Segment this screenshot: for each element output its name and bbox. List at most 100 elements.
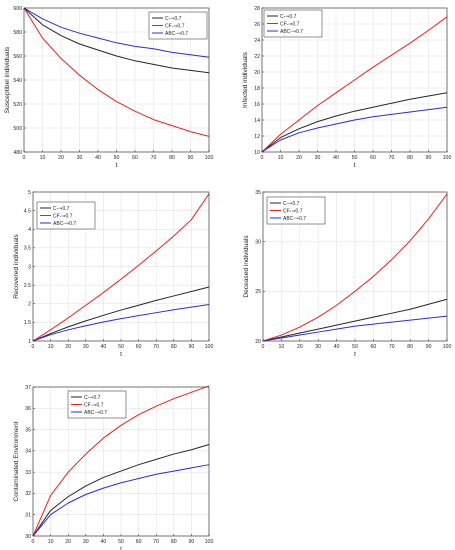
chart-1: 0 10 20 30 40 50 60 70 80 90 100 480 500 520 540 560 580…	[4, 6, 213, 169]
series-line-3	[261, 106, 448, 153]
x-tick-label: 20	[65, 344, 71, 350]
y-tick-label: 28	[254, 6, 260, 12]
series-line-1	[32, 443, 210, 537]
y-tick-label: 30	[25, 534, 31, 540]
x-tick-label: 40	[101, 539, 107, 545]
x-tick-label: 60	[370, 155, 376, 161]
x-axis-label: t	[120, 546, 122, 550]
x-tick-label: 20	[65, 539, 71, 545]
y-axis-label: Recovered individuals	[13, 234, 20, 299]
legend-entry: C-⇒0.7	[283, 201, 300, 207]
y-axis-label: Infected individuals	[242, 51, 249, 108]
x-tick-label: 100	[205, 155, 214, 161]
x-tick-label: 80	[407, 344, 413, 350]
x-tick-label: 60	[136, 344, 142, 350]
series-line-1	[261, 92, 448, 153]
x-tick-label: 70	[153, 344, 159, 350]
x-tick-label: 10	[278, 155, 284, 161]
legend-entry: ABC-⇒0.7	[53, 221, 76, 227]
series-line-2	[32, 193, 210, 342]
x-tick-label: 10	[48, 539, 54, 545]
x-tick-label: 70	[389, 344, 395, 350]
x-tick-label: 40	[333, 155, 339, 161]
x-tick-label: 0	[32, 539, 35, 545]
legend: C-⇒0.7CF-⇒0.7 ABC-⇒0.7	[263, 9, 323, 38]
x-tick-label: 90	[189, 539, 195, 545]
chart-5: 0 10 20 30 40 50 60 70 80 90 100 30 31 32 33 34 35 36 37 t C…	[13, 385, 213, 550]
y-tick-label: 24	[254, 38, 260, 44]
x-tick-label: 70	[389, 155, 395, 161]
x-tick-label: 50	[352, 344, 358, 350]
y-tick-label: 16	[254, 102, 260, 108]
x-tick-label: 60	[132, 155, 138, 161]
x-tick-label: 70	[151, 155, 157, 161]
legend: C-⇒0.7CF-⇒0.7 ABC-⇒0.7	[67, 390, 127, 419]
y-tick-label: 3	[28, 264, 31, 270]
x-tick-label: 80	[171, 539, 177, 545]
y-tick-label: 20	[254, 70, 260, 76]
x-tick-label: 20	[58, 155, 64, 161]
legend-entry: ABC-⇒0.7	[283, 216, 306, 222]
legend-entry: C-⇒0.7	[53, 206, 70, 212]
y-tick-label: 35	[255, 190, 261, 196]
x-tick-label: 20	[296, 155, 302, 161]
y-tick-label: 25	[255, 289, 261, 295]
y-tick-label: 33	[25, 470, 31, 476]
legend-entry: ABC-⇒0.7	[280, 29, 303, 35]
y-tick-label: 31	[25, 513, 31, 519]
y-tick-label: 36	[25, 406, 31, 412]
x-tick-label: 90	[426, 344, 432, 350]
legend-entry: CF-⇒0.7	[84, 402, 104, 408]
y-tick-label: 2.5	[24, 283, 31, 289]
x-tick-label: 60	[371, 344, 377, 350]
y-tick-label: 560	[13, 54, 22, 60]
y-axis-label: Susceptibel individuals	[4, 46, 11, 113]
y-tick-label: 1	[28, 339, 31, 345]
x-tick-label: 90	[426, 155, 432, 161]
series-line-2	[23, 7, 210, 137]
y-tick-label: 22	[254, 54, 260, 60]
y-tick-label: 34	[25, 449, 31, 455]
y-tick-label: 480	[13, 150, 22, 156]
chart-4: 0 10 20 30 40 50 60 70 80 90 100 20 25 30 35 t Deceased …	[243, 190, 451, 358]
y-tick-label: 2	[28, 302, 31, 308]
legend-entry: ABC-⇒0.7	[165, 31, 188, 37]
x-tick-label: 90	[189, 344, 195, 350]
y-tick-label: 18	[254, 86, 260, 92]
x-tick-label: 80	[407, 155, 413, 161]
y-tick-label: 500	[13, 126, 22, 132]
x-tick-label: 30	[83, 539, 89, 545]
y-tick-label: 35	[25, 427, 31, 433]
legend-entry: CF-⇒0.7	[165, 23, 185, 29]
y-tick-label: 14	[254, 118, 260, 124]
x-tick-label: 40	[334, 344, 340, 350]
x-tick-label: 20	[297, 344, 303, 350]
chart-3: 0 10 20 30 40 50 60 70 80 90 100 1 1.5 2 2.5 3 3.5 4 4.5 5 t…	[13, 190, 213, 358]
x-tick-label: 0	[261, 155, 264, 161]
legend-entry: C-⇒0.7	[84, 395, 101, 401]
y-tick-label: 5	[28, 190, 31, 196]
series-line-2	[32, 385, 210, 537]
y-tick-label: 4	[28, 227, 31, 233]
x-tick-label: 90	[188, 155, 194, 161]
x-tick-label: 80	[171, 344, 177, 350]
y-tick-label: 520	[13, 102, 22, 108]
legend-entry: ABC-⇒0.7	[84, 410, 107, 416]
legend-entry: C-⇒0.7	[280, 14, 297, 20]
x-tick-label: 100	[443, 344, 452, 350]
x-axis-label: t	[354, 351, 356, 358]
x-tick-label: 30	[315, 155, 321, 161]
y-tick-label: 600	[13, 6, 22, 12]
x-tick-label: 70	[153, 539, 159, 545]
series-line-2	[262, 193, 448, 342]
y-tick-label: 20	[255, 339, 261, 345]
series-line-2	[261, 16, 448, 153]
series-line-1	[262, 298, 448, 342]
y-tick-label: 4.5	[24, 208, 31, 214]
x-tick-label: 60	[136, 539, 142, 545]
y-tick-label: 12	[254, 134, 260, 140]
y-tick-label: 30	[255, 239, 261, 245]
chart-2: 0 10 20 30 40 50 60 70 80 90 100101214161820222426…	[242, 6, 451, 169]
legend: C-⇒0.7CF-⇒0.7 ABC-⇒0.7	[36, 201, 96, 230]
